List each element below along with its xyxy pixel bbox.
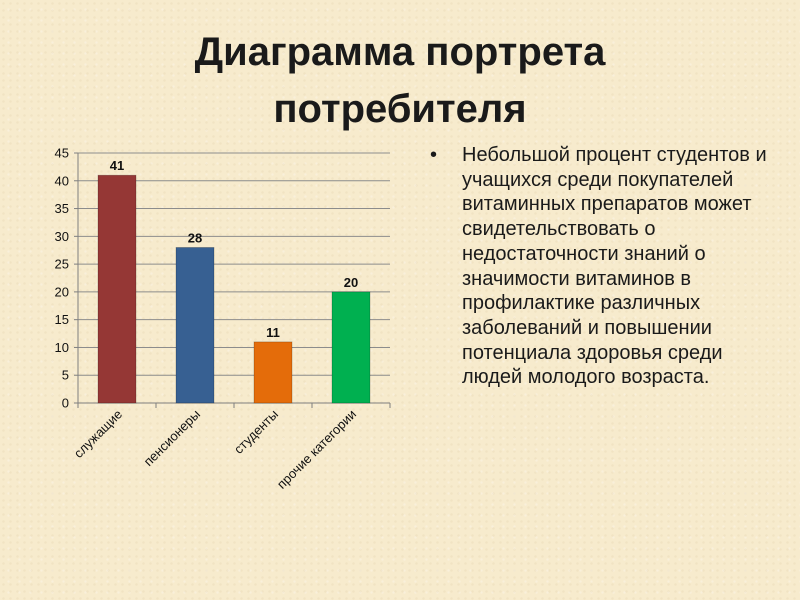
slide-title: Диаграмма портрета потребителя xyxy=(194,30,606,131)
y-tick-label: 0 xyxy=(62,396,69,411)
bullet-point: • Небольшой процент студентов и учащихся… xyxy=(430,143,770,390)
bar-4 xyxy=(331,291,371,404)
category-label: студенты xyxy=(231,407,281,457)
y-tick-label: 25 xyxy=(55,257,69,272)
y-tick-label: 45 xyxy=(55,146,69,161)
data-label: 41 xyxy=(110,158,124,173)
y-tick-label: 20 xyxy=(55,284,69,299)
y-tick-label: 40 xyxy=(55,173,69,188)
bar-1 xyxy=(97,174,137,404)
category-label: пенсионеры xyxy=(141,407,204,470)
data-label: 20 xyxy=(344,275,358,290)
bullet-dot-icon: • xyxy=(430,144,438,166)
y-tick-label: 15 xyxy=(55,312,69,327)
bar-2 xyxy=(175,247,215,404)
bullet-text: Небольшой процент студентов и учащихся с… xyxy=(462,144,767,389)
data-label: 28 xyxy=(188,230,202,245)
data-label: 11 xyxy=(266,325,280,340)
y-tick-label: 5 xyxy=(62,368,69,383)
y-tick-label: 30 xyxy=(55,229,69,244)
category-label: прочие категории xyxy=(274,407,359,492)
y-tick-label: 35 xyxy=(55,201,69,216)
bar-3 xyxy=(253,341,293,404)
y-tick-label: 10 xyxy=(55,340,69,355)
category-label: служащие xyxy=(71,407,125,461)
